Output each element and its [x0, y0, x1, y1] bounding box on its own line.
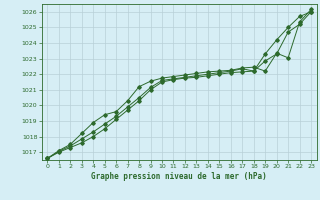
- X-axis label: Graphe pression niveau de la mer (hPa): Graphe pression niveau de la mer (hPa): [91, 172, 267, 181]
